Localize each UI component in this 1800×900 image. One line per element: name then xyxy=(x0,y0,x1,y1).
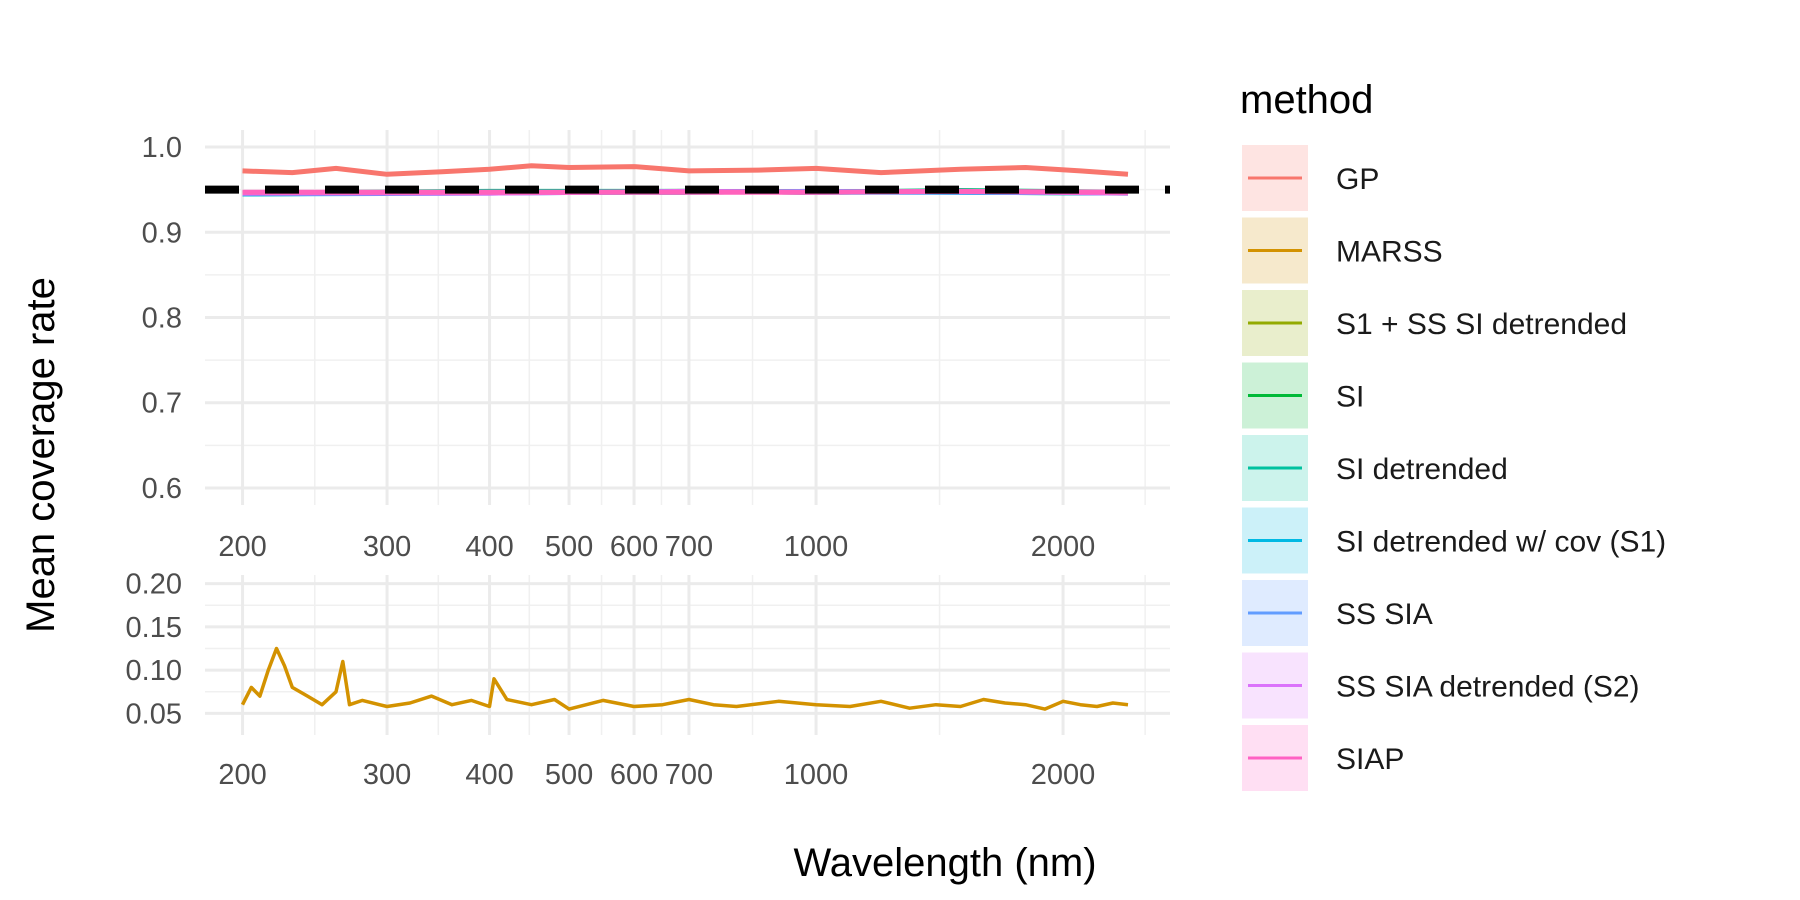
legend-item: SI detrended w/ cov (S1) xyxy=(1242,507,1666,574)
x-tick-label: 1000 xyxy=(784,531,849,563)
grid xyxy=(205,575,1170,735)
series-line-gp xyxy=(242,163,1129,177)
legend-item: GP xyxy=(1242,145,1379,211)
legend-label: SI detrended xyxy=(1336,453,1508,486)
legend-item: SIAP xyxy=(1242,725,1404,791)
legend-label: SI xyxy=(1336,381,1364,414)
legend-label: SIAP xyxy=(1336,743,1404,776)
x-tick-label: 700 xyxy=(665,759,713,791)
x-tick-label: 700 xyxy=(665,531,713,563)
x-tick-label: 400 xyxy=(465,531,513,563)
y-tick-label: 1.0 xyxy=(142,132,182,164)
y-axis-title: Mean coverage rate xyxy=(19,277,63,633)
x-tick-label: 600 xyxy=(610,531,658,563)
legend-label: MARSS xyxy=(1336,236,1443,269)
top-panel: 200 300 400 500 600 700 1000 2000 0.6 0.7 0.8 0.9 1.… xyxy=(142,130,1170,563)
legend-label: GP xyxy=(1336,163,1379,196)
y-tick-label: 0.9 xyxy=(142,217,182,249)
legend-item: S1 + SS SI detrended xyxy=(1242,290,1627,356)
legend-label: SS SIA xyxy=(1336,598,1433,631)
x-tick-label: 400 xyxy=(465,759,513,791)
legend-item: SS SIA xyxy=(1242,580,1433,646)
x-tick-label: 200 xyxy=(218,759,266,791)
series-line-marss xyxy=(240,646,1129,711)
x-tick-label: 300 xyxy=(363,759,411,791)
legend: method GP MARSS S1 + SS SI detrended SI SI d… xyxy=(1240,78,1666,791)
legend-item: SS SIA detrended (S2) xyxy=(1242,652,1640,719)
y-tick-label: 0.7 xyxy=(142,388,182,420)
y-tick-label: 0.05 xyxy=(126,698,182,730)
legend-label: S1 + SS SI detrended xyxy=(1336,308,1627,341)
legend-label: SS SIA detrended (S2) xyxy=(1336,671,1640,704)
legend-item: SI xyxy=(1242,362,1364,429)
legend-item: SI detrended xyxy=(1242,435,1508,501)
bottom-panel: 200 300 400 500 600 700 1000 2000 0.05 0.10 0.15 0.… xyxy=(126,569,1170,791)
x-tick-label: 500 xyxy=(545,531,593,563)
x-tick-label: 600 xyxy=(610,759,658,791)
legend-item: MARSS xyxy=(1242,217,1443,284)
x-tick-label: 500 xyxy=(545,759,593,791)
y-tick-label: 0.10 xyxy=(126,655,182,687)
y-tick-label: 0.8 xyxy=(142,303,182,335)
y-tick-label: 0.15 xyxy=(126,612,182,644)
x-tick-label: 2000 xyxy=(1031,759,1096,791)
x-tick-label: 200 xyxy=(218,531,266,563)
y-tick-label: 0.20 xyxy=(126,569,182,601)
legend-label: SI detrended w/ cov (S1) xyxy=(1336,526,1666,559)
x-tick-label: 300 xyxy=(363,531,411,563)
y-tick-label: 0.6 xyxy=(142,473,182,505)
legend-title: method xyxy=(1240,78,1373,122)
x-tick-label: 1000 xyxy=(784,759,849,791)
x-tick-label: 2000 xyxy=(1031,531,1096,563)
x-axis-title: Wavelength (nm) xyxy=(793,841,1096,885)
